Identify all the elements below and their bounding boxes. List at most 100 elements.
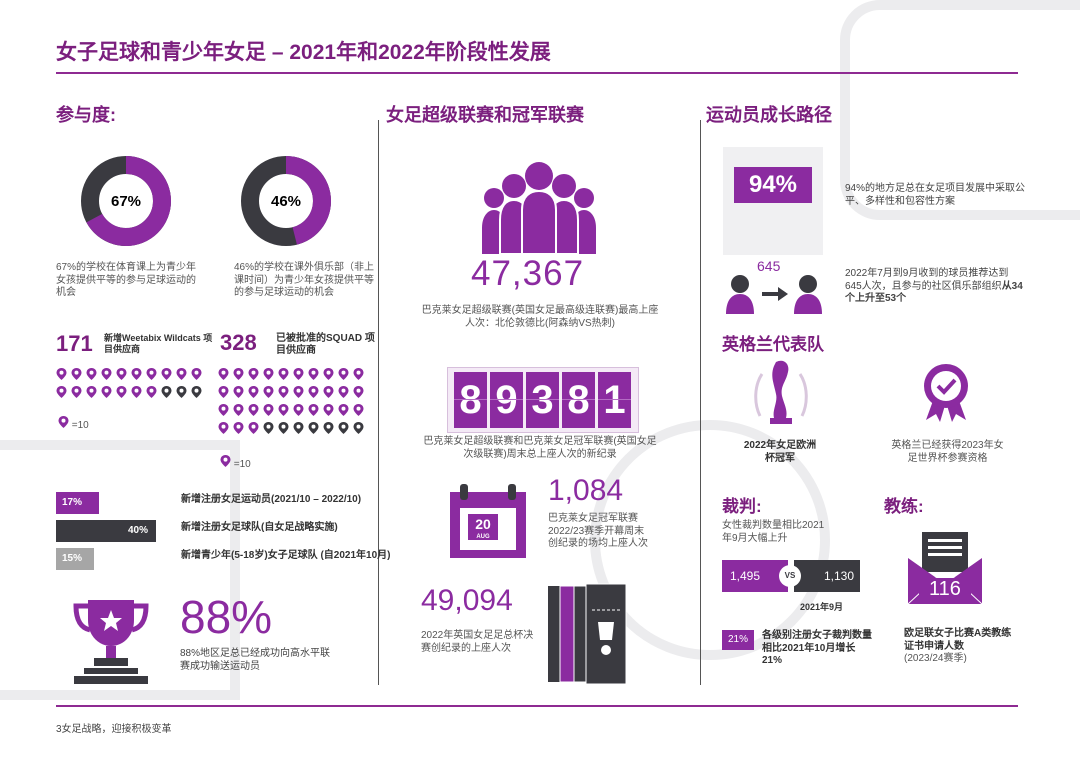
map-pin-icon [116,385,127,398]
map-pin-icon [161,385,172,398]
map-pin-icon [248,403,259,416]
map-pin-icon [58,416,69,428]
pct94-box: 94% [734,167,812,203]
growth-bar-row: 40% 新增注册女足球队(自女足战略实施) [56,520,386,542]
bottom-rule [56,705,1018,707]
map-pin-icon [353,367,364,380]
tickets-icon [548,583,627,684]
bg-decoration [590,420,830,660]
donut2-caption: 46%的学校在课外俱乐部（非上课时间）为青少年女孩提供平等的参与足球运动的机会 [234,262,375,298]
growth-bar: 15% [56,548,94,570]
euro-trophy-icon [754,360,808,424]
top-rule [56,72,1018,74]
map-pin-icon [191,367,202,380]
map-pin-icon [323,403,334,416]
map-pin-icon [338,403,349,416]
map-pin-icon [293,421,304,434]
column-divider [378,120,379,685]
map-pin-icon [323,421,334,434]
england-heading: 英格兰代表队 [722,335,824,354]
flip-caption: 巴克莱女足超级联赛和巴克莱女足冠军联赛(英国女足次级联赛)周末总上座人次的新纪录 [423,436,657,460]
stat-328-label: 已被批准的SQUAD 项目供应商 [276,333,375,356]
coaches-heading: 教练: [884,497,924,516]
map-pin-icon [323,367,334,380]
league-heading: 女足超级联赛和冠军联赛 [386,105,584,125]
donut-chart-46: 46% [241,156,331,246]
growth-bar-label: 新增注册女足球队(自女足战略实施) [181,522,338,533]
euro-caption: 2022年女足欧洲杯冠军 [743,440,817,464]
map-pin-icon [308,421,319,434]
coach-caption: 欧足联女子比赛A类教练证书申请人数 (2023/24赛季) [904,628,1016,666]
referees-heading: 裁判: [722,497,762,516]
map-pin-icon [176,385,187,398]
map-pin-icon [263,367,274,380]
pin-grid-328 [218,367,368,439]
map-pin-icon [233,385,244,398]
map-pin-icon [278,421,289,434]
attendance-1084-caption: 巴克莱女足冠军联赛2022/23赛季开幕周末创纪录的场均上座人次 [548,513,648,549]
ref-after-box: 1,130 [794,560,860,592]
growth-bar-row: 17% 新增注册女足运动员(2021/10 – 2022/10) [56,492,386,514]
coach-number: 116 [919,578,971,601]
map-pin-icon [233,421,244,434]
donut-label: 67% [111,193,141,210]
pct94-card: 94% [723,147,823,255]
map-pin-icon [71,367,82,380]
calendar-icon [450,484,526,558]
column-divider [700,120,701,685]
map-pin-icon [220,455,231,467]
referees-caption: 女性裁判数量相比2021年9月大幅上升 [722,520,825,544]
growth-bar: 17% [56,492,99,514]
ref-vs-label: VS [784,571,796,580]
attendance-49094-caption: 2022年英国女足足总杯决赛创纪录的上座人次 [421,630,534,654]
map-pin-icon [56,367,67,380]
ref-pct-value: 21% [727,634,748,645]
growth-bar-value: 40% [127,525,148,536]
map-pin-icon [131,367,142,380]
map-pin-icon [293,385,304,398]
ref-pct-box: 21% [722,630,754,650]
ref-after-value: 1,130 [823,569,854,583]
map-pin-icon [56,385,67,398]
ref-pct-caption: 各级别注册女子裁判数量相比2021年10月增长21% [762,630,872,666]
flip-digit: 3 [526,372,559,428]
footer-text: 3女足战略，迎接积极变革 [56,724,172,735]
pct94-value: 94% [748,171,798,198]
map-pin-icon [278,385,289,398]
growth-bar: 40% [56,520,156,542]
flip-digit: 8 [562,372,595,428]
coach-caption-b: (2023/24赛季) [904,653,967,664]
stat-328: 328 [220,330,257,356]
map-pin-icon [146,385,157,398]
growth-bar-value: 17% [62,497,83,508]
pct94-caption: 94%的地方足总在女足项目发展中采取公平、多样性和包容性方案 [845,183,1026,207]
map-pin-icon [338,385,349,398]
map-pin-icon [338,421,349,434]
map-pin-icon [323,385,334,398]
ref-vs-badge: VS [779,565,801,587]
growth-bar-label: 新增注册女足运动员(2021/10 – 2022/10) [181,494,362,505]
growth-bar-label: 新增青少年(5-18岁)女子足球队 (自2021年10月) [181,550,391,561]
ref-before-box: 1,495 [722,560,788,592]
map-pin-icon [248,385,259,398]
attendance-47367: 47,367 [471,254,585,293]
coach-caption-a: 欧足联女子比赛A类教练证书申请人数 [904,628,1012,652]
big-percent-caption: 88%地区足总已经成功向高水平联赛成功输送运动员 [180,648,331,672]
map-pin-icon [263,403,274,416]
page-title: 女子足球和青少年女足 – 2021年和2022年阶段性发展 [56,41,551,64]
stat-number: 171 [56,331,93,356]
growth-bars: 17% 新增注册女足运动员(2021/10 – 2022/10) 40% 新增注册女足… [56,492,390,576]
map-pin-icon [293,403,304,416]
map-pin-icon [353,403,364,416]
map-pin-icon [278,403,289,416]
big-percent-88: 88% [180,591,273,643]
donut-chart-67: 67% [81,156,171,246]
growth-bar-value: 15% [62,553,83,564]
map-pin-icon [263,421,274,434]
map-pin-icon [308,403,319,416]
referral-number: 645 [757,258,781,274]
map-pin-icon [248,367,259,380]
donut1-caption: 67%的学校在体育课上为青少年女孩提供平等的参与足球运动的机会 [56,262,197,298]
map-pin-icon [353,421,364,434]
